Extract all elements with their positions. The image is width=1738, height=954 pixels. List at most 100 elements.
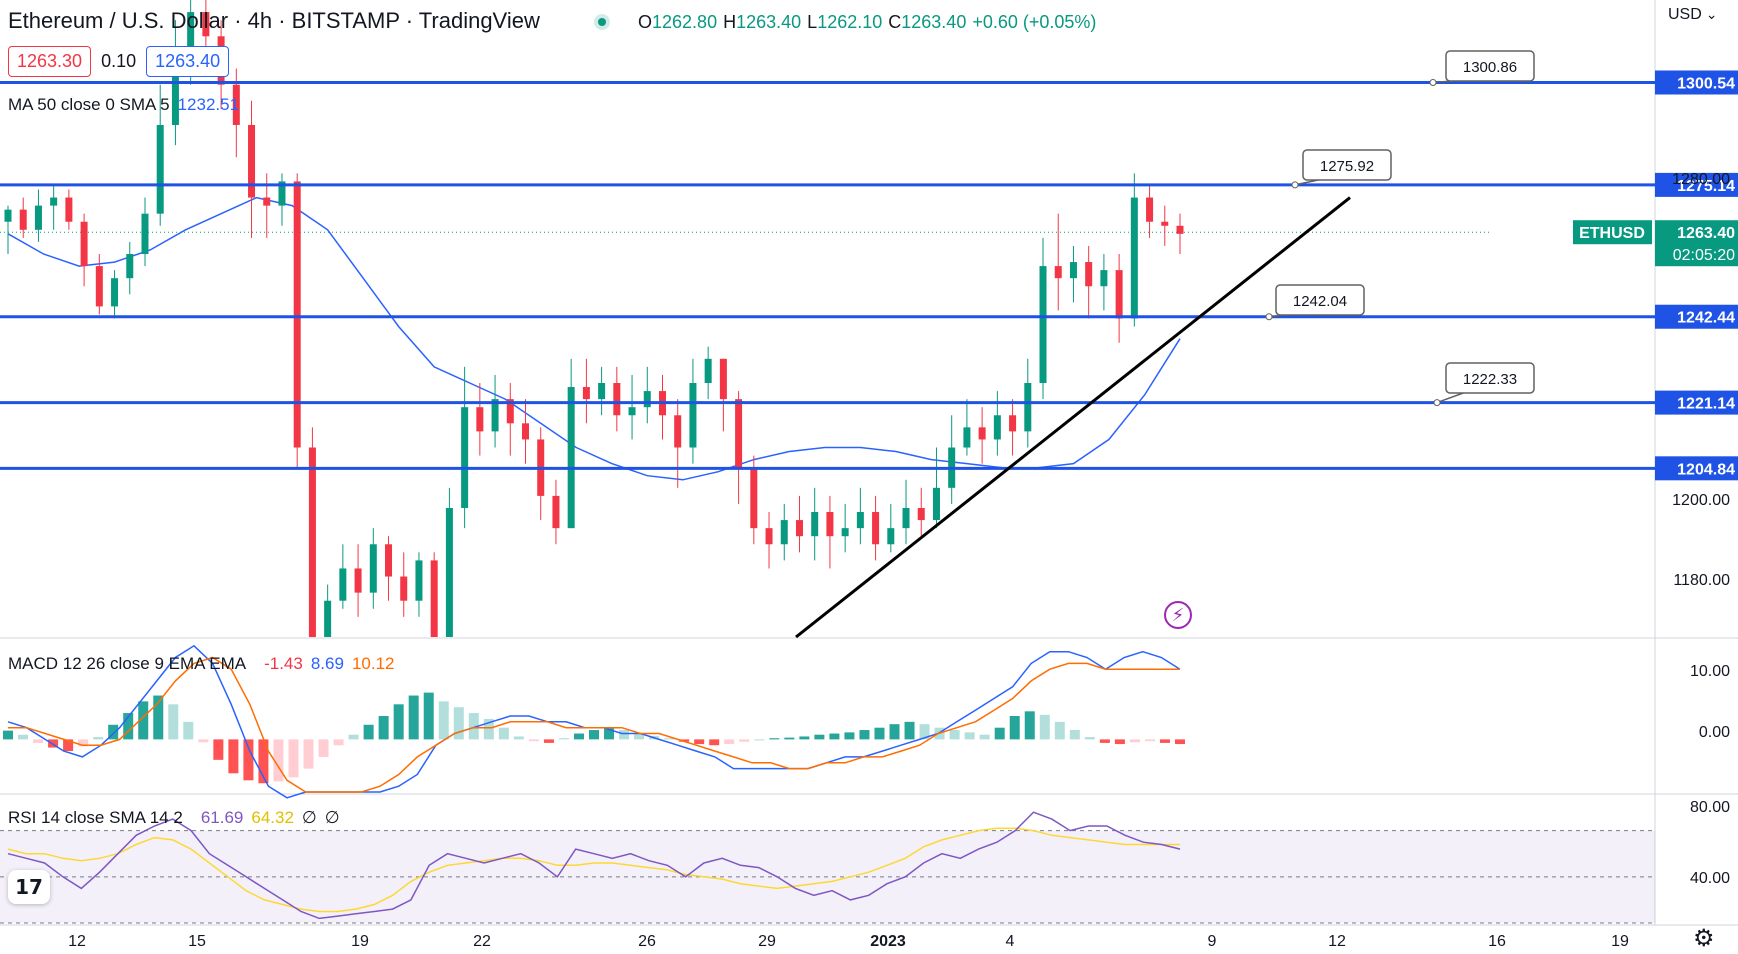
- candle-body: [187, 12, 195, 61]
- candle-body: [978, 427, 986, 440]
- candle-body: [461, 407, 469, 508]
- macd-histogram-bar: [363, 724, 374, 740]
- macd-histogram-bar: [348, 734, 359, 740]
- candle-body: [795, 520, 803, 537]
- macd-histogram-bar: [573, 733, 584, 740]
- callout-box: [1445, 362, 1535, 394]
- time-axis-tick: 19: [1611, 933, 1629, 950]
- candle-body: [917, 507, 925, 521]
- time-axis-tick: 12: [1328, 933, 1346, 950]
- flash-event-icon[interactable]: ⚡: [1164, 601, 1192, 629]
- candle-body: [65, 197, 73, 222]
- time-axis-tick: 16: [1488, 933, 1506, 950]
- level-price-label: 1300.54: [1677, 75, 1735, 92]
- candle-body: [293, 181, 301, 448]
- macd-histogram-bar: [904, 721, 915, 740]
- ohlc-value: 1262.80: [652, 12, 718, 32]
- candle-body: [476, 407, 484, 432]
- macd-histogram-bar: [108, 724, 119, 740]
- rsi-legend-empty-2: ∅: [324, 808, 340, 827]
- rsi-axis-tick: 80.00: [1690, 799, 1730, 816]
- gear-icon[interactable]: ⚙: [1693, 925, 1715, 952]
- candle-body: [385, 544, 393, 577]
- candle-body: [856, 512, 864, 529]
- candle-body: [582, 387, 590, 400]
- time-axis-tick: 15: [188, 933, 206, 950]
- candle-body: [902, 507, 910, 529]
- callout-anchor: [1291, 181, 1299, 189]
- candle-body: [339, 568, 347, 601]
- candle-body: [232, 84, 240, 125]
- symbol-tag-label: ETHUSD: [1579, 225, 1645, 242]
- bid-ask-panel: 1263.30 0.10 1263.40: [8, 46, 230, 77]
- callout-anchor: [1433, 399, 1441, 407]
- macd-histogram-bar: [138, 701, 149, 740]
- candle-body: [95, 266, 103, 307]
- candle-body: [141, 213, 149, 254]
- level-price-tag: [1655, 390, 1738, 415]
- macd-histogram-bar: [1024, 711, 1035, 740]
- macd-histogram-bar: [889, 724, 900, 740]
- macd-legend[interactable]: MACD 12 26 close 9 EMA EMA -1.43 8.69 10.12: [8, 654, 394, 674]
- macd-histogram-bar: [468, 713, 479, 740]
- macd-histogram-bar: [1069, 730, 1080, 740]
- level-price-label: 1242.44: [1677, 310, 1735, 327]
- candle-body: [1130, 197, 1138, 319]
- macd-histogram-bar: [709, 739, 720, 746]
- macd-histogram-bar: [1084, 737, 1095, 740]
- candle-body: [34, 205, 42, 230]
- candle-body: [80, 221, 88, 267]
- last-price-label: 1263.40: [1677, 225, 1735, 242]
- rsi-legend[interactable]: RSI 14 close SMA 14 2 61.69 64.32 ∅ ∅: [8, 808, 340, 828]
- currency-selector[interactable]: USD: [1668, 6, 1718, 24]
- candle-body: [704, 358, 712, 384]
- candle-body: [1054, 266, 1062, 279]
- macd-histogram-bar: [183, 721, 194, 740]
- macd-histogram-bar: [694, 739, 705, 745]
- candle-body: [202, 12, 210, 37]
- tradingview-logo-icon[interactable]: 𝟭𝟳: [8, 870, 50, 904]
- candle-body: [567, 387, 575, 529]
- candle-body: [1069, 262, 1077, 279]
- callout-anchor: [1265, 313, 1273, 321]
- macd-histogram-bar: [393, 704, 404, 740]
- rsi-sma-line: [7, 827, 1180, 913]
- ask-price-button[interactable]: 1263.40: [146, 46, 230, 77]
- macd-histogram-bar: [1054, 721, 1065, 740]
- ma-legend-value: 1232.51: [177, 95, 240, 114]
- ohlc-key: H: [723, 12, 737, 32]
- candle-body: [1100, 270, 1108, 287]
- macd-histogram-bar: [859, 730, 870, 740]
- macd-legend-hist: 10.12: [351, 654, 395, 673]
- ohlc-value: 1263.40: [901, 12, 967, 32]
- candle-body: [841, 528, 849, 537]
- macd-legend-signal: 8.69: [310, 654, 344, 673]
- macd-histogram-bar: [769, 738, 780, 740]
- macd-histogram-bar: [844, 732, 855, 740]
- macd-histogram-bar: [498, 727, 509, 740]
- bid-price-button[interactable]: 1263.30: [8, 46, 92, 77]
- macd-histogram-bar: [543, 739, 554, 743]
- time-axis-tick: 19: [351, 933, 369, 950]
- level-price-label: 1204.84: [1677, 461, 1735, 478]
- ma-legend[interactable]: MA 50 close 0 SMA 5 1232.51: [8, 95, 239, 115]
- ohlc-value: 1262.10: [817, 12, 883, 32]
- ohlc-key: C: [888, 12, 902, 32]
- candle-body: [552, 495, 560, 529]
- level-price-label: 1275.14: [1677, 178, 1735, 195]
- candle-body: [1039, 266, 1047, 384]
- macd-histogram-bar: [333, 739, 344, 746]
- macd-legend-macd: -1.43: [264, 654, 303, 673]
- ohlc-value: +0.60 (+0.05%): [972, 12, 1097, 32]
- level-price-tag: [1655, 304, 1738, 329]
- time-axis-tick: 2023: [870, 933, 906, 950]
- symbol-tag: [1573, 220, 1652, 245]
- level-price-tag: [1655, 172, 1738, 197]
- candle-body: [430, 560, 438, 637]
- macd-histogram-bar: [303, 739, 314, 769]
- time-axis-tick: 22: [473, 933, 491, 950]
- macd-histogram-bar: [664, 738, 675, 740]
- candle-body: [50, 197, 58, 206]
- time-axis-tick: 12: [68, 933, 86, 950]
